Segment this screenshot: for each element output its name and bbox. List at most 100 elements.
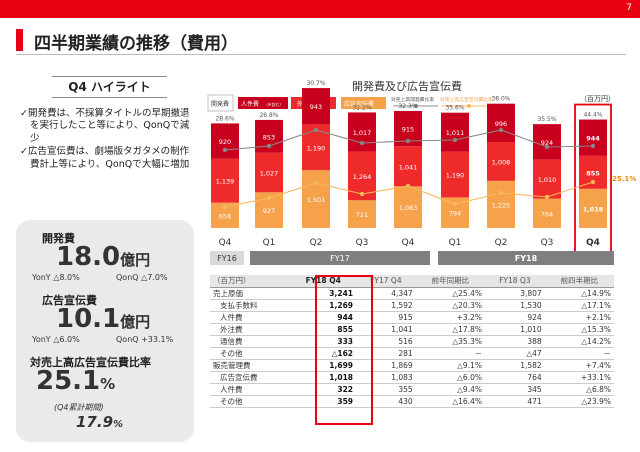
kpi-ratio-sub-unit: % bbox=[113, 419, 124, 430]
table-cell: 345 bbox=[484, 383, 545, 396]
table-cell: △17.1% bbox=[544, 299, 614, 312]
kpi-dev-qonq: QonQ △7.0% bbox=[116, 273, 168, 282]
table-header-cell: 前四半期比 bbox=[544, 275, 614, 288]
fiscal-year-label: FY17 bbox=[330, 254, 350, 263]
ad-ratio-point bbox=[266, 195, 272, 201]
dev-ratio-label: 44.4% bbox=[583, 112, 602, 119]
table-cell: +3.2% bbox=[415, 311, 485, 324]
bar-value-label: 1,018 bbox=[583, 205, 604, 213]
dev-ratio-label: 35.6% bbox=[445, 105, 464, 112]
dev-ratio-label: 35.5% bbox=[537, 116, 556, 123]
highlight-text: 広告宣伝費は、劇場版タガタメの制作費計上等により、QonQで大幅に増加 bbox=[27, 146, 190, 170]
table-cell: － bbox=[544, 347, 614, 360]
table-cell: △20.3% bbox=[415, 299, 485, 312]
table-cell: その他 bbox=[210, 395, 291, 408]
table-cell: 1,083 bbox=[356, 371, 416, 384]
title-row: 四半期業績の推移（費用） bbox=[16, 27, 626, 55]
ad-ratio-point bbox=[359, 191, 365, 197]
table-header-cell: FY18 Q3 bbox=[484, 275, 545, 288]
kpi-ratio-sub-value: 17.9 bbox=[76, 413, 114, 431]
fiscal-year-band bbox=[210, 251, 244, 265]
highlights-list: ✓開発費は、不採算タイトルの早期撤退を実行したこと等により、QonQで減少 ✓広… bbox=[20, 108, 195, 172]
highlight-bullet: ✓広告宣伝費は、劇場版タガタメの制作費計上等により、QonQで大幅に増加 bbox=[20, 146, 195, 171]
legend-label-personnel-sub: （※含む） bbox=[264, 101, 283, 107]
fiscal-year-band bbox=[250, 251, 430, 265]
table-cell: 広告宣伝費 bbox=[210, 371, 291, 384]
table-cell: 1,010 bbox=[484, 323, 545, 336]
table-cell: 3,807 bbox=[484, 287, 545, 300]
table-body: 売上原価 3,241 4,347 △25.4% 3,807 △14.9% 支払手数料 1,26… bbox=[210, 287, 614, 408]
bar-value-label: 1,027 bbox=[260, 170, 279, 178]
table-cell: +33.1% bbox=[544, 371, 614, 384]
table-cell: △25.4% bbox=[415, 287, 485, 300]
bar-advertising bbox=[579, 188, 607, 228]
bar-advertising bbox=[302, 170, 330, 228]
category-label: Q1 bbox=[263, 238, 276, 248]
ad-ratio-point bbox=[405, 183, 411, 189]
bar-value-label: 944 bbox=[586, 135, 600, 143]
kpi-dev-value-group: 18.0億円 bbox=[56, 242, 150, 272]
dev-ratio-label: 28.6% bbox=[215, 115, 234, 122]
table-row: 支払手数料 1,269 1,592 △20.3% 1,530 △17.1% bbox=[210, 299, 614, 312]
table-cell: 1,530 bbox=[484, 299, 545, 312]
bar-value-label: 1,041 bbox=[399, 163, 418, 171]
dev-ratio-point bbox=[313, 127, 319, 133]
table-cell: 1,269 bbox=[290, 299, 357, 312]
kpi-ad-qonq: QonQ +33.1% bbox=[116, 335, 174, 344]
table-cell: △6.0% bbox=[415, 371, 485, 384]
legend-swatch-advertising bbox=[341, 97, 386, 109]
kpi-dev-unit: 億円 bbox=[120, 251, 151, 269]
bar-outsourcing bbox=[487, 142, 515, 181]
category-label: Q4 bbox=[219, 238, 232, 248]
bar-value-label: 1,190 bbox=[307, 144, 326, 152]
kpi-ratio-unit: % bbox=[100, 375, 116, 393]
dev-ratio-point bbox=[498, 127, 504, 133]
table-cell: 915 bbox=[356, 311, 416, 324]
table-cell: △6.8% bbox=[544, 383, 614, 396]
highlights-title: Q4 ハイライト bbox=[52, 76, 167, 98]
kpi-dev-yony: YonY △8.0% bbox=[32, 273, 80, 282]
ad-ratio-point bbox=[452, 201, 458, 207]
dev-ratio-point bbox=[544, 144, 550, 150]
chart-unit: （百万円） bbox=[580, 95, 615, 103]
table-cell: 764 bbox=[484, 371, 545, 384]
fiscal-year-band bbox=[438, 251, 614, 265]
ad-ratio-point bbox=[313, 180, 319, 186]
table-cell: △162 bbox=[290, 347, 357, 360]
bar-personnel bbox=[487, 103, 515, 143]
table-row: 販売管理費 1,699 1,869 △9.1% 1,582 +7.4% bbox=[210, 358, 614, 372]
table-row: 広告宣伝費 1,018 1,083 △6.0% 764 +33.1% bbox=[210, 371, 614, 384]
bar-value-label: 764 bbox=[541, 210, 553, 218]
kpi-ratio-value: 25.1 bbox=[36, 366, 101, 396]
table-header-cell: FY18 Q4 bbox=[290, 275, 357, 288]
bar-value-label: 927 bbox=[263, 207, 275, 215]
category-label: Q4 bbox=[402, 238, 415, 248]
bar-value-label: 996 bbox=[495, 120, 507, 128]
category-label: Q4 bbox=[586, 238, 600, 248]
bar-value-label: 853 bbox=[263, 133, 275, 141]
table-cell: 販売管理費 bbox=[210, 358, 291, 372]
legend-marker-ad-ratio bbox=[467, 104, 471, 108]
dev-ratio-point bbox=[266, 143, 272, 149]
table-header-cell: （百万円） bbox=[210, 275, 291, 288]
bar-value-label: 1,264 bbox=[353, 173, 372, 181]
dev-ratio-point bbox=[359, 140, 365, 146]
bar-personnel bbox=[533, 124, 561, 160]
bar-value-label: 1,139 bbox=[216, 178, 235, 186]
kpi-panel: 開発費 18.0億円 YonY △8.0% QonQ △7.0% 広告宣伝費 1… bbox=[16, 220, 194, 442]
dev-ratio-point bbox=[452, 137, 458, 143]
ad-ratio-point bbox=[544, 194, 550, 200]
kpi-ratio-label: 対売上高広告宣伝費比率 bbox=[30, 356, 151, 369]
table-cell: 281 bbox=[356, 347, 416, 360]
bar-value-label: 915 bbox=[402, 126, 414, 134]
table-cell: 430 bbox=[356, 395, 416, 408]
legend-label-advertising: 広告宣伝費 bbox=[344, 100, 374, 108]
bar-personnel bbox=[579, 119, 607, 156]
bar-outsourcing bbox=[533, 159, 561, 199]
table-cell: 人件費 bbox=[210, 383, 291, 396]
table-cell: 4,347 bbox=[356, 287, 416, 300]
table-header-cell: 前年同期比 bbox=[415, 275, 485, 288]
dev-ratio-label: 38.0% bbox=[491, 96, 510, 103]
table-cell: 333 bbox=[290, 335, 357, 348]
bar-personnel bbox=[302, 88, 330, 125]
